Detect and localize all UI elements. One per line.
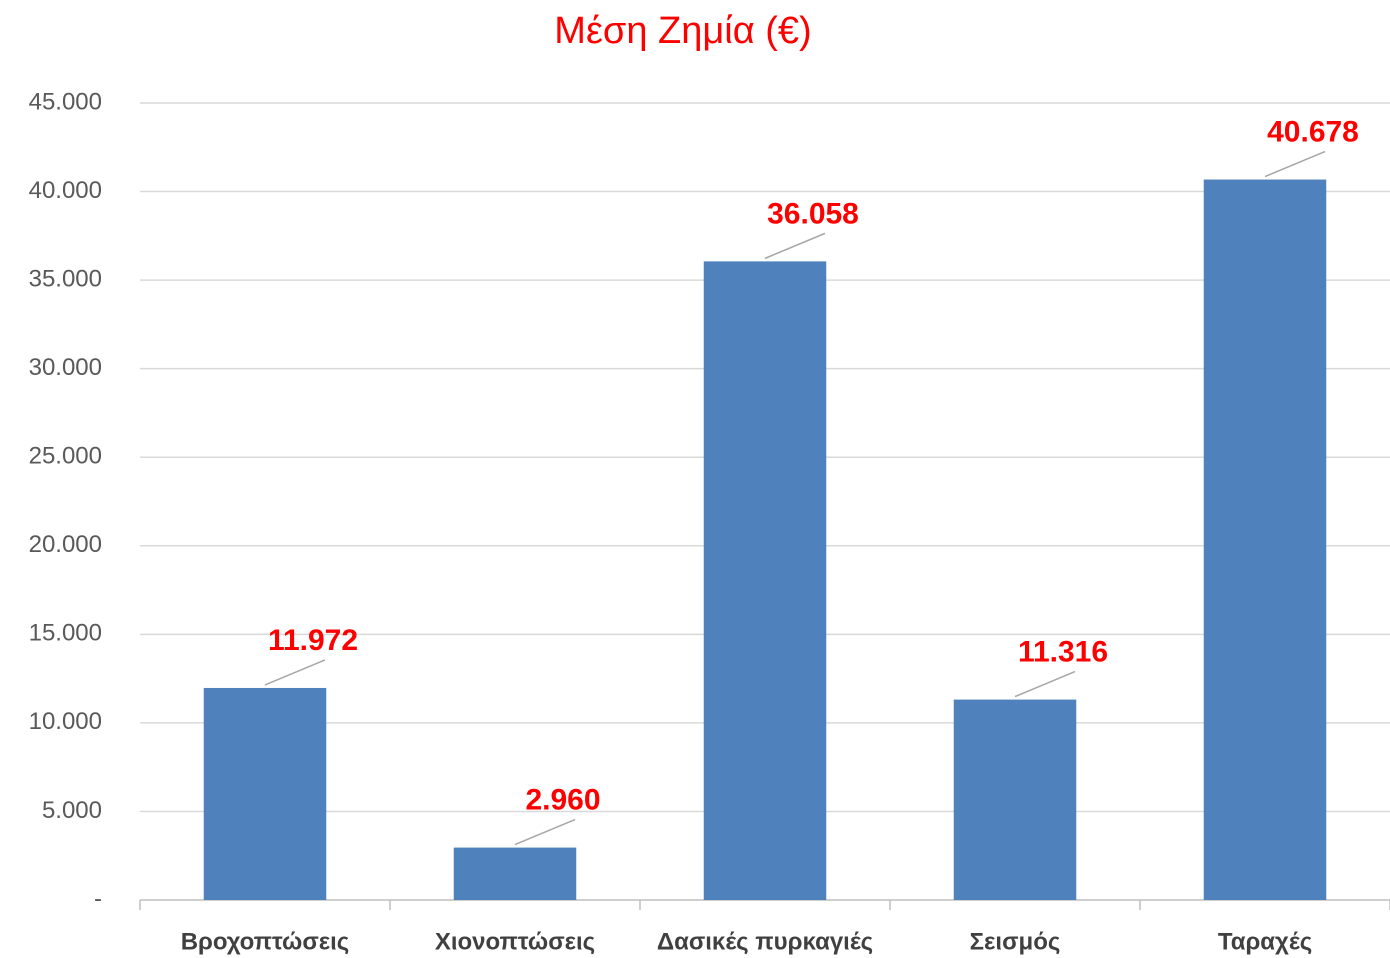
y-tick-label: 15.000 xyxy=(29,620,102,647)
bar xyxy=(1203,179,1327,900)
y-tick-label: 35.000 xyxy=(29,265,102,292)
y-tick-label: 5.000 xyxy=(42,797,102,824)
bar xyxy=(203,687,327,900)
data-label: 11.972 xyxy=(268,624,358,657)
bar xyxy=(953,699,1077,900)
y-tick-label: 10.000 xyxy=(29,708,102,735)
y-tick-label: 40.000 xyxy=(29,177,102,204)
bar xyxy=(703,261,827,900)
x-tick-label: Σεισμός xyxy=(970,928,1061,955)
data-label: 40.678 xyxy=(1267,115,1359,148)
chart-title: Μέση Ζημία (€) xyxy=(554,10,811,52)
bar xyxy=(453,847,577,900)
data-label: 11.316 xyxy=(1018,636,1108,669)
leader-line xyxy=(764,232,826,260)
y-tick-label: 25.000 xyxy=(29,443,102,470)
leader-line xyxy=(264,659,326,686)
leader-line xyxy=(514,818,576,846)
data-label: 2.960 xyxy=(525,783,600,816)
y-tick-label: 30.000 xyxy=(29,354,102,381)
leader-line xyxy=(1014,670,1076,698)
x-tick-label: Βροχοπτώσεις xyxy=(181,928,350,955)
x-tick-label: Χιονοπτώσεις xyxy=(435,928,595,955)
y-tick-label: - xyxy=(94,885,102,912)
x-tick-label: Δασικές πυρκαγιές xyxy=(657,928,873,955)
leader-line xyxy=(1264,150,1326,178)
data-label: 36.058 xyxy=(767,197,859,230)
x-tick-label: Ταραχές xyxy=(1218,928,1312,955)
y-tick-label: 20.000 xyxy=(29,531,102,558)
y-tick-label: 45.000 xyxy=(29,88,102,115)
